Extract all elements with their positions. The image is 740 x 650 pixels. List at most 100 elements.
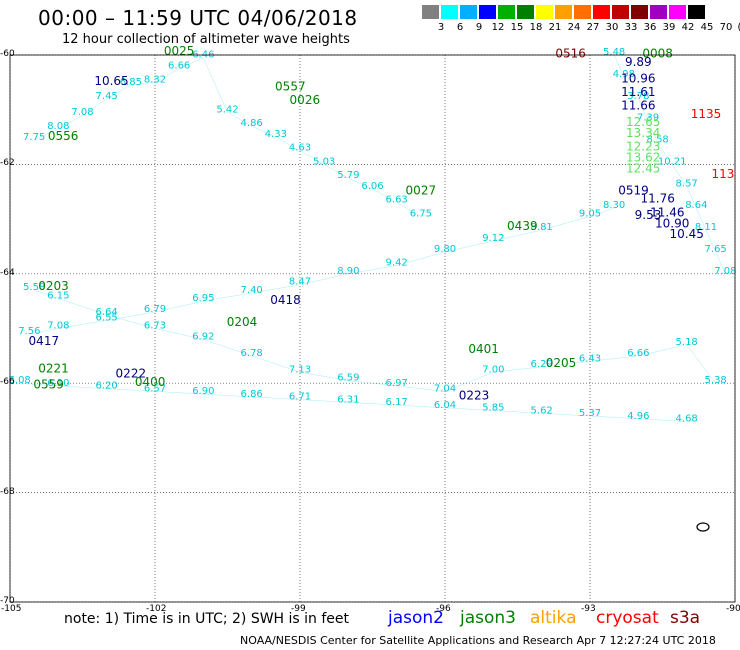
wave-height-value: 8.58 <box>647 135 669 146</box>
latitude-tick: -64 <box>0 267 15 278</box>
legend-swatch <box>460 5 477 19</box>
satellite-track: 7.758.087.087.456.85 8.326.666.465.424.86… <box>23 50 432 220</box>
satellite-name-altika: altika <box>530 608 577 628</box>
wave-height-value: 6.97 <box>386 378 408 389</box>
wave-height-value: 10.21 <box>658 156 687 167</box>
pass-time-label: 113 <box>711 167 734 181</box>
legend-label: 36 <box>643 22 657 33</box>
pass-time-label: 9.53 <box>635 208 662 222</box>
wave-height-value: 8.30 <box>603 200 625 211</box>
wave-height-value: 7.45 <box>96 91 118 102</box>
legend-swatch <box>498 5 515 19</box>
pass-time-label: 12.65 <box>626 115 660 129</box>
wave-height-value: 9.12 <box>482 233 504 244</box>
wave-height-value: 4.33 <box>265 129 287 140</box>
legend-label: 12 <box>491 22 505 33</box>
wave-height-value: 7.40 <box>241 285 263 296</box>
wave-height-value: 8.08 <box>47 121 69 132</box>
wave-height-value: 8.90 <box>337 266 359 277</box>
credit-line: NOAA/NESDIS Center for Satellite Applica… <box>240 634 716 647</box>
wave-height-value: 7.08 <box>714 266 736 277</box>
wave-height-value: 6.73 <box>144 321 166 332</box>
legend-label: 24 <box>567 22 581 33</box>
pass-time-label: 0204 <box>227 315 258 329</box>
wave-height-value: 6.66 <box>627 348 649 359</box>
pass-time-label: 0418 <box>270 293 301 307</box>
wave-height-value: 6.43 <box>579 353 601 364</box>
wave-height-value: 6.92 <box>192 331 214 342</box>
pass-time-label: 11.46 <box>650 205 684 219</box>
wave-height-value: 7.08 <box>71 107 93 118</box>
wave-height-value: 7.65 <box>705 244 727 255</box>
wave-height-value: 8.57 <box>676 178 698 189</box>
wave-height-value: 6.31 <box>337 394 359 405</box>
pass-time-label: 0025 <box>164 44 195 58</box>
pass-time-label: 0401 <box>468 342 499 356</box>
legend-label: 45 <box>700 22 714 33</box>
legend-swatch <box>631 5 648 19</box>
legend-label: 30 <box>605 22 619 33</box>
latitude-tick: -62 <box>0 158 15 169</box>
pass-time-label: 0221 <box>38 361 69 375</box>
satellite-tracks: 7.758.087.087.456.85 8.326.666.465.424.86… <box>9 47 737 424</box>
legend-swatch <box>688 5 705 19</box>
wave-height-value: 7.04 <box>434 383 456 394</box>
longitude-tick: -105 <box>1 604 22 614</box>
pass-time-label: 0008 <box>642 47 673 61</box>
satellite-name-jason3: jason3 <box>460 608 516 628</box>
latitude-tick: -66 <box>0 377 15 388</box>
legend-swatch <box>612 5 629 19</box>
pass-time-label: 13.62 <box>626 151 660 165</box>
wave-height-value: 5.42 <box>216 104 238 115</box>
pass-time-label: 9.89 <box>625 55 652 69</box>
wave-height-value: 5.38 <box>705 375 727 386</box>
legend-label: 18 <box>529 22 543 33</box>
legend-swatch <box>593 5 610 19</box>
wave-height-value: 6.71 <box>289 392 311 403</box>
legend-label: 33 <box>624 22 638 33</box>
satellite-name-s3a: s3a <box>670 608 701 628</box>
satellite-track: 5.586.15 6.64 6.73 6.92 6.78 7.13 6.59 6.97 7.04… <box>23 282 727 394</box>
wave-height-value: 5.48 <box>603 47 625 58</box>
pass-time-label: 11.66 <box>621 99 655 113</box>
pass-time-label: 0222 <box>116 367 147 381</box>
legend-label: 15 <box>510 22 524 33</box>
wave-height-value: 9.05 <box>579 208 601 219</box>
legend-swatch <box>555 5 572 19</box>
pass-time-label: 13.34 <box>626 126 660 140</box>
wave-height-value: 4.86 <box>241 118 263 129</box>
pass-time-label: 0026 <box>290 93 321 107</box>
wave-height-value: 9.80 <box>434 244 456 255</box>
track-line <box>34 57 421 217</box>
pass-time-label: 0557 <box>275 80 306 94</box>
wave-height-value: 7.08 <box>47 321 69 332</box>
pass-time-label: 0417 <box>29 334 60 348</box>
wave-height-value: 7.39 <box>637 113 659 124</box>
satellite-name-cryosat: cryosat <box>596 608 659 628</box>
pass-time-label: 10.45 <box>669 227 703 241</box>
pass-time-label: 11.61 <box>621 85 655 99</box>
satellite-track: 7.56 7.08 6.55 6.79 6.95 7.40 8.47 8.90 9.42 9.80… <box>18 200 625 337</box>
legend-swatch <box>517 5 534 19</box>
wave-height-value: 6.06 <box>361 181 383 192</box>
legend-swatch <box>479 5 496 19</box>
pass-time-label: 11.76 <box>640 192 674 206</box>
track-line <box>613 54 726 274</box>
longitude-tick: -93 <box>581 604 596 614</box>
wave-height-value: 7.56 <box>18 326 40 337</box>
legend-swatch <box>441 5 458 19</box>
wave-height-value: 5.37 <box>579 408 601 419</box>
latitude-tick: -60 <box>0 49 15 59</box>
wave-height-value: 5.03 <box>313 156 335 167</box>
latitude-tick: -68 <box>0 486 15 497</box>
wave-height-value: 6.64 <box>96 307 118 318</box>
legend-label: 9 <box>475 22 483 33</box>
wave-height-value: 9.42 <box>386 258 408 269</box>
wave-height-value: 5.18 <box>676 337 698 348</box>
legend-label: 3 <box>437 22 445 33</box>
footnote: note: 1) Time is in UTC; 2) SWH is in fe… <box>64 611 350 627</box>
wave-height-value: 6.57 <box>144 383 166 394</box>
wave-height-value: 4.96 <box>627 411 649 422</box>
pass-time-label: 0223 <box>459 389 490 403</box>
track-line <box>19 382 687 422</box>
